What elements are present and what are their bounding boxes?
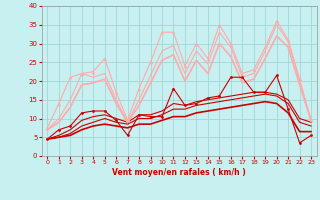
X-axis label: Vent moyen/en rafales ( km/h ): Vent moyen/en rafales ( km/h ) <box>112 168 246 177</box>
